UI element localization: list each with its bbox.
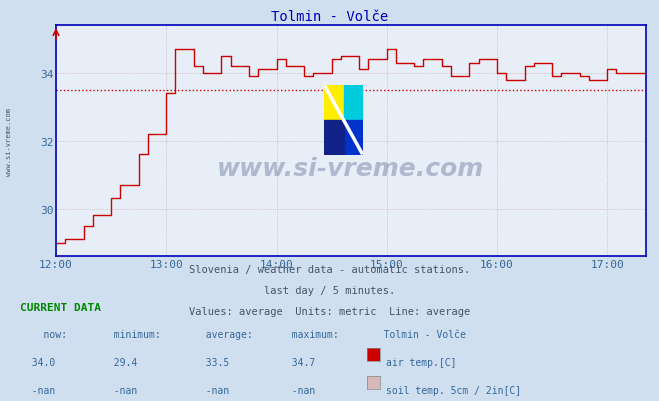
Text: 34.7: 34.7 (280, 357, 315, 367)
Text: -nan: -nan (102, 385, 137, 395)
Text: -nan: -nan (280, 385, 315, 395)
Text: Slovenia / weather data - automatic stations.: Slovenia / weather data - automatic stat… (189, 265, 470, 275)
Text: 34.0: 34.0 (20, 357, 55, 367)
Text: last day / 5 minutes.: last day / 5 minutes. (264, 286, 395, 296)
Text: Tolmin - Volče: Tolmin - Volče (271, 10, 388, 24)
Text: -nan: -nan (194, 385, 229, 395)
Text: now:: now: (20, 329, 67, 339)
Text: www.si-vreme.com: www.si-vreme.com (217, 157, 484, 181)
Text: -nan: -nan (20, 385, 55, 395)
Text: Values: average  Units: metric  Line: average: Values: average Units: metric Line: aver… (189, 306, 470, 316)
Text: 33.5: 33.5 (194, 357, 229, 367)
Text: maximum:: maximum: (280, 329, 339, 339)
Text: www.si-vreme.com: www.si-vreme.com (5, 107, 12, 175)
Bar (324, 121, 343, 155)
Text: air temp.[C]: air temp.[C] (386, 357, 456, 367)
Text: 29.4: 29.4 (102, 357, 137, 367)
Text: CURRENT DATA: CURRENT DATA (20, 303, 101, 313)
Text: Tolmin - Volče: Tolmin - Volče (366, 329, 466, 339)
Bar (343, 121, 362, 155)
Text: soil temp. 5cm / 2in[C]: soil temp. 5cm / 2in[C] (386, 385, 521, 395)
Text: minimum:: minimum: (102, 329, 161, 339)
Bar (343, 86, 362, 121)
Text: average:: average: (194, 329, 253, 339)
Bar (324, 86, 343, 121)
